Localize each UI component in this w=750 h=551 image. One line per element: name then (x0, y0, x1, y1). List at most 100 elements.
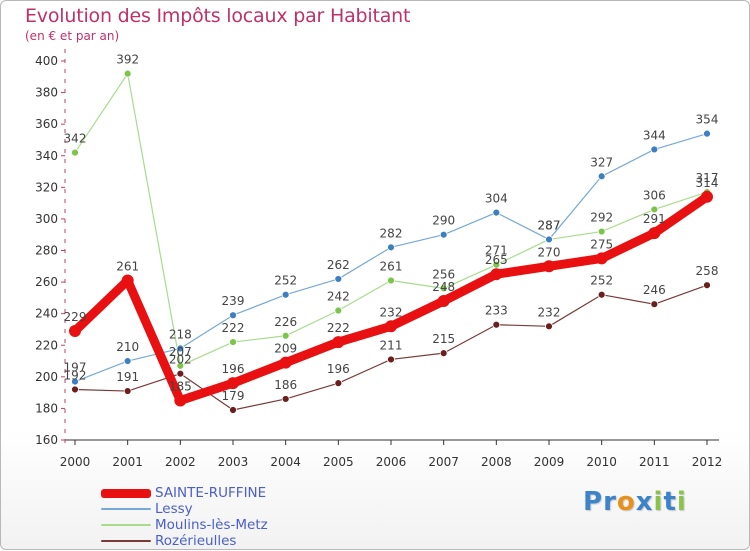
data-label: 290 (432, 214, 455, 228)
data-label: 215 (432, 332, 455, 346)
data-point (597, 227, 606, 236)
data-label: 271 (485, 244, 508, 258)
data-label: 185 (169, 380, 192, 394)
data-point (439, 284, 448, 293)
data-label: 191 (116, 370, 139, 384)
logo-letter: o (616, 487, 636, 517)
x-tick-label: 2009 (534, 455, 565, 469)
y-tick-label: 260 (35, 275, 58, 289)
data-label: 262 (327, 258, 350, 272)
data-point (174, 394, 187, 407)
data-point (229, 406, 237, 414)
data-point (334, 275, 343, 283)
data-label: 354 (696, 113, 719, 127)
legend-swatch (101, 524, 151, 526)
data-point (703, 129, 711, 138)
x-tick-label: 2008 (481, 455, 512, 469)
data-point (490, 268, 503, 281)
data-label: 258 (696, 264, 719, 278)
data-point (597, 172, 606, 181)
data-point (71, 148, 79, 157)
data-label: 242 (327, 290, 350, 304)
data-point (279, 356, 292, 369)
data-label: 192 (64, 368, 87, 382)
data-point (334, 306, 343, 315)
data-point (123, 69, 132, 78)
axes: 160 180 200 220 240 260 280 300 320 340 360 380 400 2… (35, 49, 722, 469)
data-label: 229 (64, 310, 87, 324)
data-label: 314 (696, 176, 719, 190)
data-point (176, 361, 185, 370)
y-tick-label: 200 (35, 370, 58, 384)
data-label: 239 (222, 294, 245, 308)
data-label: 392 (116, 53, 139, 67)
data-label: 246 (643, 283, 666, 297)
y-tick-label: 380 (35, 86, 58, 100)
logo-letter: t (663, 487, 677, 517)
data-label: 218 (169, 327, 192, 341)
data-label: 232 (380, 305, 403, 319)
logo-letter: r (603, 487, 617, 517)
data-point (71, 377, 79, 386)
y-tick-label: 400 (35, 54, 58, 68)
y-tick-label: 300 (35, 212, 58, 226)
data-label: 304 (485, 192, 508, 206)
data-label: 252 (274, 274, 297, 288)
data-point (650, 300, 659, 309)
data-label: 186 (274, 378, 297, 392)
logo-letter: x (635, 487, 654, 517)
data-point (437, 295, 450, 308)
x-tick-label: 2002 (165, 455, 196, 469)
data-point (176, 344, 185, 353)
data-label: 196 (327, 362, 350, 376)
x-tick-label: 2011 (639, 455, 670, 469)
legend-swatch (101, 508, 151, 510)
data-point (492, 208, 501, 217)
data-label: 344 (643, 128, 666, 142)
x-tick-label: 2010 (586, 455, 617, 469)
legend-label: Rozérieulles (155, 533, 237, 549)
chart-subtitle: (en € et par an) (25, 29, 120, 43)
series-lines (69, 69, 713, 414)
data-label: 317 (696, 171, 719, 185)
data-point (334, 379, 343, 388)
legend-swatch (101, 540, 151, 542)
data-label: 222 (327, 321, 350, 335)
data-point (281, 331, 290, 340)
data-point (492, 320, 501, 329)
data-labels: 229 261 185 196 209 222 232 248 265 270 275 291 314 1… (64, 53, 719, 403)
data-point (595, 252, 608, 265)
data-point (281, 290, 290, 299)
data-point (648, 227, 661, 240)
data-label: 327 (590, 155, 613, 169)
data-label: 256 (432, 267, 455, 281)
data-label: 233 (485, 304, 508, 318)
x-tick-label: 2012 (692, 455, 723, 469)
data-point (281, 395, 290, 403)
data-point (703, 281, 711, 290)
data-point (597, 290, 606, 299)
data-label: 210 (116, 340, 139, 354)
data-point (650, 145, 659, 154)
data-point (650, 205, 659, 214)
x-tick-label: 2005 (323, 455, 354, 469)
x-tick-label: 2003 (218, 455, 249, 469)
y-tick-label: 220 (35, 338, 58, 352)
data-label: 270 (538, 245, 561, 259)
data-label: 197 (64, 361, 87, 375)
y-tick-label: 320 (35, 180, 58, 194)
data-label: 282 (380, 226, 403, 240)
data-point (543, 260, 555, 273)
data-point (123, 357, 132, 365)
data-point (387, 243, 395, 252)
x-tick-label: 2007 (428, 455, 459, 469)
data-label: 252 (590, 274, 613, 288)
x-tick-label: 2004 (270, 455, 301, 469)
data-point (545, 235, 553, 244)
legend-label: SAINTE-RUFFINE (155, 485, 267, 501)
proxiti-logo: Proxiti (583, 487, 687, 517)
data-point (701, 190, 713, 203)
data-label: 232 (538, 305, 561, 319)
data-point (229, 338, 237, 346)
